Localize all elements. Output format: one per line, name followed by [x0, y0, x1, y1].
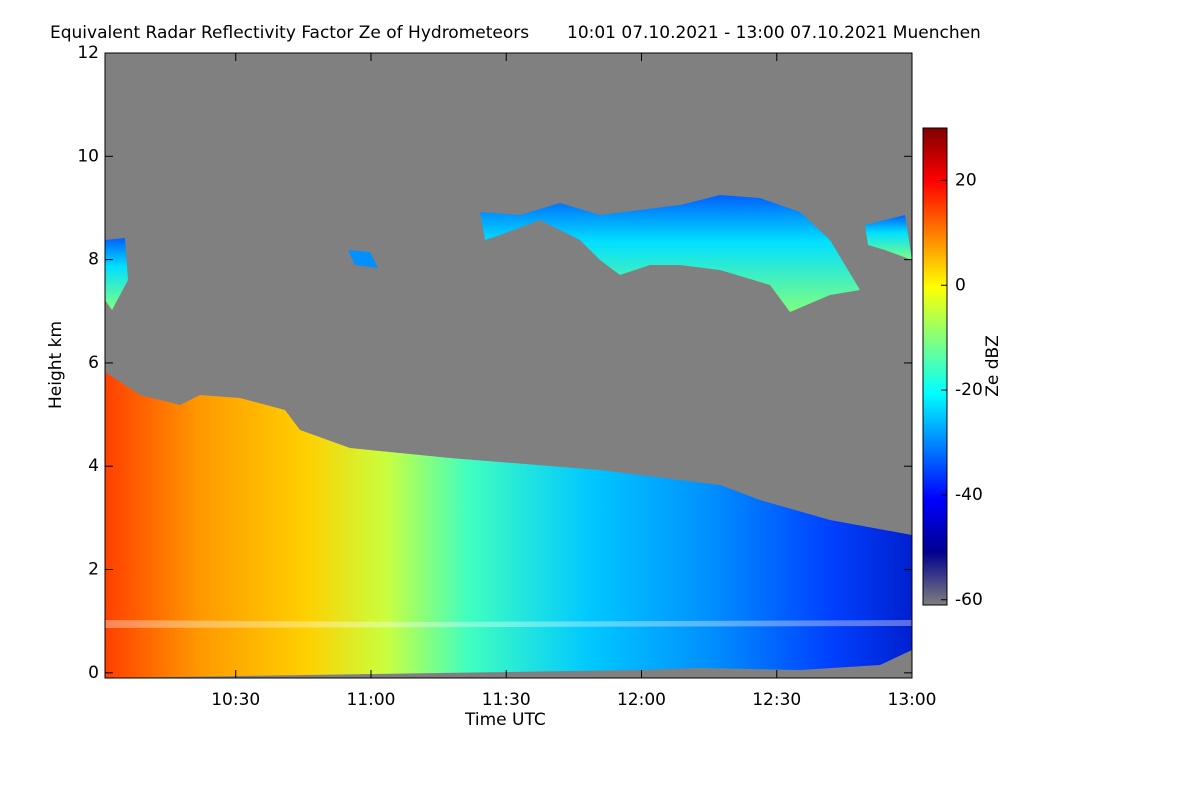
- colorbar-tick-label: -20: [955, 380, 983, 400]
- colorbar-tick-label: -60: [955, 590, 983, 610]
- radar-field: [105, 53, 912, 678]
- x-tick-label: 12:00: [617, 690, 666, 710]
- chart-title: Equivalent Radar Reflectivity Factor Ze …: [50, 23, 529, 43]
- colorbar-tick-label: 0: [955, 275, 966, 295]
- colorbar: [922, 127, 948, 606]
- y-tick-label: 6: [88, 353, 99, 373]
- x-tick-label: 10:30: [211, 690, 260, 710]
- y-tick-label: 4: [88, 456, 99, 476]
- y-axis-label: Height km: [46, 321, 66, 409]
- x-axis-label: Time UTC: [464, 710, 546, 730]
- x-tick-label: 11:00: [346, 690, 395, 710]
- x-tick-label: 11:30: [482, 690, 531, 710]
- melting-layer: [105, 620, 912, 628]
- y-tick-label: 8: [88, 250, 99, 270]
- colorbar-label: Ze dBZ: [983, 335, 1003, 397]
- y-tick-label: 2: [88, 560, 99, 580]
- colorbar-tick-label: -40: [955, 485, 983, 505]
- cirrus-cloud: [348, 250, 378, 268]
- y-tick-label: 0: [88, 663, 99, 683]
- chart-subtitle: 10:01 07.10.2021 - 13:00 07.10.2021 Muen…: [567, 23, 981, 43]
- y-tick-label: 10: [77, 146, 99, 166]
- precipitation-region: [105, 372, 912, 678]
- cirrus-cloud: [105, 238, 128, 310]
- y-tick-label: 12: [77, 43, 99, 63]
- x-tick-label: 13:00: [888, 690, 937, 710]
- x-tick-label: 12:30: [752, 690, 801, 710]
- plot-frame: [104, 52, 913, 679]
- colorbar-tick-label: 20: [955, 170, 977, 190]
- title-line: Equivalent Radar Reflectivity Factor Ze …: [50, 23, 981, 43]
- cirrus-cloud: [480, 195, 860, 312]
- cirrus-cloud: [865, 215, 912, 260]
